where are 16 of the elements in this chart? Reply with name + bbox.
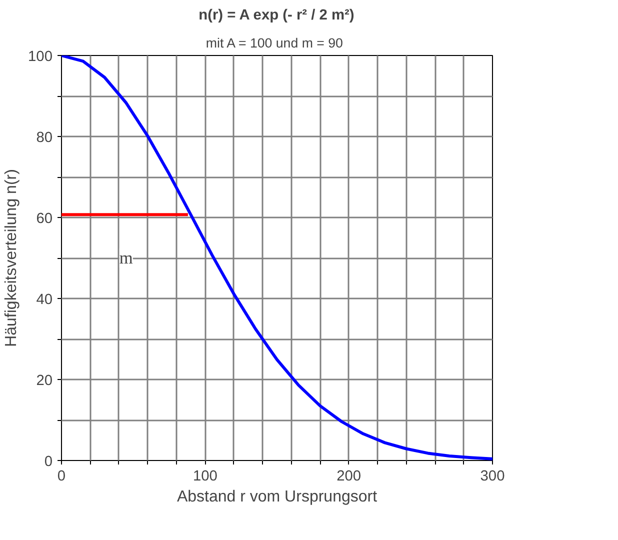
x-tick-label: 300	[480, 468, 505, 484]
y-tick-label: 100	[28, 49, 53, 65]
x-axis-title: Abstand r vom Ursprungsort	[176, 488, 378, 506]
chart-subtitle: mit A = 100 und m = 90	[206, 36, 343, 50]
y-tick-label: 60	[36, 211, 53, 227]
x-tick-label: 100	[192, 468, 218, 484]
y-axis-title: Häufigkeitsverteilung n(r)	[3, 169, 20, 347]
x-tick-label: 0	[57, 468, 66, 484]
y-tick-label: 0	[44, 454, 53, 470]
annotation: m	[119, 248, 134, 268]
y-tick-label: 20	[36, 373, 53, 389]
chart-title: n(r) = A exp (- r² / 2 m²)	[198, 8, 354, 24]
y-tick-label: 80	[36, 130, 53, 146]
y-tick-label: 40	[36, 292, 53, 308]
x-tick-label: 200	[336, 468, 362, 484]
line-series	[62, 56, 492, 460]
